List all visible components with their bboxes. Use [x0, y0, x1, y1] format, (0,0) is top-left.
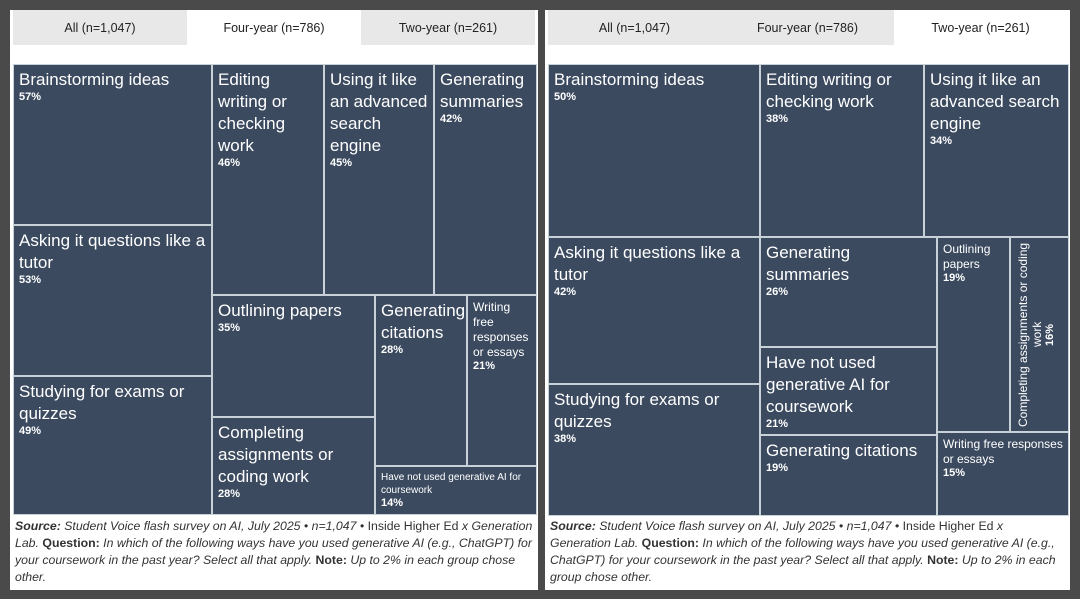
tile-value: 26%: [766, 286, 789, 298]
tile-label: Asking it questions like a tutor: [554, 243, 741, 284]
tile-value: 35%: [218, 322, 241, 334]
question-label: Question:: [42, 536, 100, 550]
treemap-tile: Generating citations 28%: [375, 295, 467, 466]
treemap: Brainstorming ideas 57% Asking it question…: [13, 64, 537, 515]
tab-bar: All (n=1,047) Four-year (n=786) Two-year…: [548, 10, 1067, 45]
x: x: [993, 519, 1004, 533]
treemap-tile: Using it like an advanced search engine 4…: [324, 64, 434, 295]
tile-value: 21%: [766, 418, 789, 430]
tile-value: 42%: [554, 286, 577, 298]
treemap-tile: Studying for exams or quizzes 38%: [548, 384, 760, 516]
tile-label: Studying for exams or quizzes: [19, 382, 185, 423]
tile-value: 19%: [943, 272, 966, 284]
tile-label: Asking it questions like a tutor: [19, 231, 206, 272]
note-text: Up to 2% in each group chose other.: [550, 553, 1056, 584]
tile-label: Using it like an advanced search engine: [930, 70, 1060, 133]
tab-all[interactable]: All (n=1,047): [13, 10, 187, 45]
footnote: Source: Student Voice flash survey on AI…: [15, 519, 533, 584]
tile-label: Have not used generative AI for coursewo…: [766, 353, 890, 416]
x: x: [458, 519, 472, 533]
tab-four-year[interactable]: Four-year (n=786): [187, 10, 361, 45]
treemap-tile: Outlining papers 35%: [212, 295, 375, 417]
treemap: Brainstorming ideas 50% Asking it question…: [548, 64, 1069, 516]
treemap-tile: Completing assignments or coding work 16%: [1010, 237, 1069, 432]
tile-value: 14%: [381, 497, 404, 509]
tile-value: 46%: [218, 157, 241, 169]
treemap-tile: Generating citations 19%: [760, 435, 937, 516]
tile-value: 19%: [766, 462, 789, 474]
treemap-tile: Have not used generative AI for coursewo…: [760, 347, 937, 435]
tile-value: 49%: [19, 425, 42, 437]
tile-value: 53%: [19, 274, 42, 286]
tab-all[interactable]: All (n=1,047): [548, 10, 721, 45]
tile-value: 15%: [943, 467, 966, 479]
treemap-tile: Asking it questions like a tutor 42%: [548, 237, 760, 384]
tile-value: 38%: [554, 433, 577, 445]
tile-value: 16%: [1044, 323, 1056, 346]
tab-two-year[interactable]: Two-year (n=261): [361, 10, 535, 45]
source-label: Source:: [15, 519, 61, 533]
tile-value: 34%: [930, 135, 953, 147]
footnote: Source: Student Voice flash survey on AI…: [550, 519, 1056, 584]
tile-label: Generating citations: [766, 441, 918, 460]
tile-value: 21%: [473, 360, 496, 372]
question-label: Question:: [641, 536, 700, 550]
treemap-tile: Editing writing or checking work 38%: [760, 64, 924, 237]
treemap-tile: Have not used generative AI for coursewo…: [375, 466, 537, 515]
tile-value: 42%: [440, 113, 463, 125]
treemap-tile: Studying for exams or quizzes 49%: [13, 376, 212, 515]
tab-bar: All (n=1,047) Four-year (n=786) Two-year…: [13, 10, 535, 45]
treemap-tile: Using it like an advanced search engine 3…: [924, 64, 1069, 237]
tile-value: 57%: [19, 91, 42, 103]
org: Inside Higher Ed: [902, 519, 994, 533]
org2: Generation Lab: [15, 519, 533, 550]
tile-label: Brainstorming ideas: [19, 70, 170, 89]
tile-label: Have not used generative AI for coursewo…: [381, 472, 522, 496]
tile-label: Using it like an advanced search engine: [330, 70, 428, 155]
treemap-tile: Generating summaries 42%: [434, 64, 537, 295]
treemap-tile: Outlining papers 19%: [937, 237, 1010, 432]
tile-label: Outlining papers: [218, 301, 342, 320]
tile-value: 50%: [554, 91, 577, 103]
treemap-tile: Writing free responses or essays 21%: [467, 295, 537, 466]
tile-label: Generating summaries: [766, 243, 851, 284]
tile-label: Outlining papers: [943, 242, 991, 271]
question-text: In which of the following ways have you …: [550, 536, 1055, 567]
tile-label: Completing assignments or coding work: [218, 423, 334, 486]
tile-label: Writing free responses or essays: [943, 437, 1063, 466]
tile-label: Brainstorming ideas: [554, 70, 705, 89]
org2: Generation Lab: [550, 536, 635, 550]
treemap-tile: Writing free responses or essays 15%: [937, 432, 1069, 516]
treemap-tile: Brainstorming ideas 57%: [13, 64, 212, 225]
tab-two-year[interactable]: Two-year (n=261): [894, 10, 1067, 45]
tile-label: Generating citations: [381, 301, 466, 342]
tile-value: 28%: [218, 488, 241, 500]
question-text: In which of the following ways have you …: [15, 536, 532, 567]
panel-four-year: All (n=1,047) Four-year (n=786) Two-year…: [10, 10, 538, 590]
tile-label: Writing free responses or essays: [473, 300, 529, 359]
source-text: Student Voice flash survey on AI, July 2…: [60, 519, 368, 533]
note-text: Up to 2% in each group chose other.: [15, 553, 516, 584]
tab-four-year[interactable]: Four-year (n=786): [721, 10, 894, 45]
tile-label: Editing writing or checking work: [218, 70, 287, 155]
treemap-tile: Generating summaries 26%: [760, 237, 937, 347]
treemap-tile: Asking it questions like a tutor 53%: [13, 225, 212, 376]
source-label: Source:: [550, 519, 596, 533]
note-label: Note:: [927, 553, 959, 567]
tile-label: Editing writing or checking work: [766, 70, 892, 111]
panel-two-year: All (n=1,047) Four-year (n=786) Two-year…: [545, 10, 1070, 590]
tile-label: Generating summaries: [440, 70, 525, 111]
treemap-tile: Brainstorming ideas 50%: [548, 64, 760, 237]
tile-label: Completing assignments or coding work: [1016, 242, 1044, 427]
note-label: Note:: [315, 553, 347, 567]
source-text: Student Voice flash survey on AI, July 2…: [595, 519, 903, 533]
org: Inside Higher Ed: [367, 519, 459, 533]
treemap-tile: Editing writing or checking work 46%: [212, 64, 324, 295]
tile-value: 45%: [330, 157, 353, 169]
tile-label: Studying for exams or quizzes: [554, 390, 720, 431]
treemap-tile: Completing assignments or coding work 28%: [212, 417, 375, 515]
tile-value: 38%: [766, 113, 789, 125]
tile-value: 28%: [381, 344, 404, 356]
